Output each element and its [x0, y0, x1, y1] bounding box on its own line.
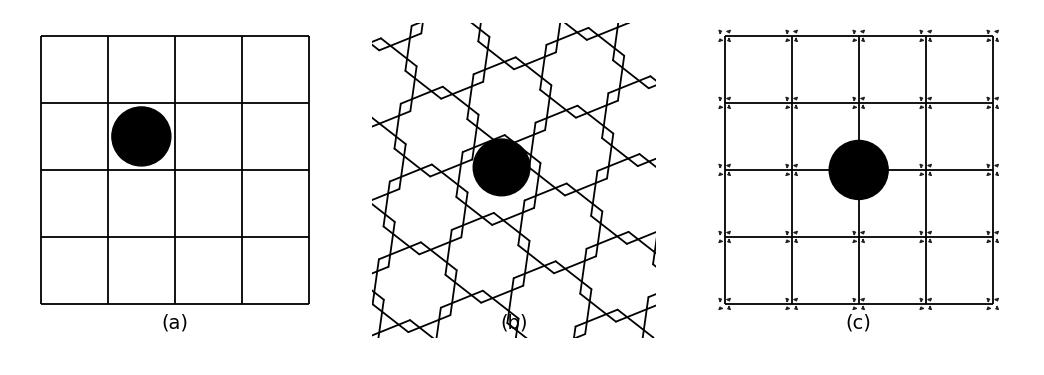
- Text: (a): (a): [162, 313, 188, 332]
- Text: (b): (b): [500, 314, 528, 333]
- Circle shape: [473, 139, 530, 196]
- Text: (c): (c): [846, 313, 872, 332]
- Circle shape: [112, 107, 171, 166]
- Circle shape: [829, 141, 888, 200]
